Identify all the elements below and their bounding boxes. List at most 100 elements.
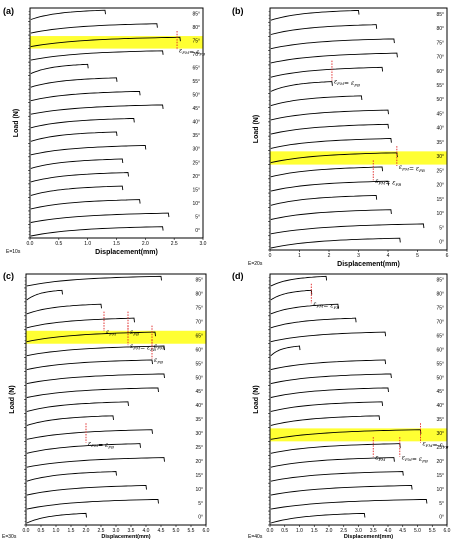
series-line-60deg xyxy=(26,345,165,357)
series-line-55deg xyxy=(270,81,333,92)
x-tick-label: 2.0 xyxy=(326,528,333,534)
x-tick-label: 5.0 xyxy=(173,528,180,534)
x-tick-label: 3.0 xyxy=(355,528,362,534)
series-label: 50° xyxy=(195,375,203,381)
annotation-text: εFB xyxy=(154,357,163,365)
x-tick-label: 1.5 xyxy=(311,528,318,534)
series-line-0deg xyxy=(270,237,401,249)
x-tick-label: 0.5 xyxy=(55,241,62,247)
series-line-85deg xyxy=(270,275,328,287)
annotation-text: εFM= εFB xyxy=(375,178,401,187)
annotation-text: εFM xyxy=(106,329,117,337)
series-label: 15° xyxy=(436,197,444,203)
panel-label: (c) xyxy=(3,271,14,281)
series-line-45deg xyxy=(270,387,389,398)
series-line-65deg xyxy=(270,331,387,343)
series-label: 10° xyxy=(436,211,444,217)
series-line-5deg xyxy=(270,223,425,235)
series-line-40deg xyxy=(270,123,389,135)
x-tick-label: 1.0 xyxy=(53,528,60,534)
y-axis-label: Load (N) xyxy=(253,385,260,413)
series-line-85deg xyxy=(26,275,162,287)
series-label: 55° xyxy=(195,361,203,367)
series-label: 50° xyxy=(192,93,200,99)
x-tick-label: 4.0 xyxy=(143,528,150,534)
panel-3: 85° 80° 75° 70° 65° 60° 55° 50° 45° 40° 35° 30° 25° 2… xyxy=(2,271,210,540)
series-line-5deg xyxy=(30,212,170,223)
annotation-text: εFM= εFB xyxy=(313,301,339,310)
annotation-text: εFM xyxy=(154,343,165,351)
condition-note: E=10s xyxy=(6,249,21,255)
annotation-text: εFM= εFB xyxy=(399,164,425,173)
series-line-60deg xyxy=(270,66,384,78)
panel-label: (a) xyxy=(3,6,14,16)
series-label: 55° xyxy=(192,79,200,85)
series-label: 80° xyxy=(436,292,444,298)
series-line-70deg xyxy=(270,52,398,64)
series-line-10deg xyxy=(30,199,141,210)
series-line-75deg xyxy=(270,303,339,315)
annotation-text: εFM= εFB xyxy=(88,441,114,450)
series-label: 30° xyxy=(436,431,444,437)
series-line-20deg xyxy=(30,172,129,183)
series-line-80deg xyxy=(26,289,63,301)
x-tick-label: 2.0 xyxy=(83,528,90,534)
series-label: 60° xyxy=(195,347,203,353)
x-tick-label: 0.0 xyxy=(267,528,274,534)
series-label: 80° xyxy=(192,25,200,31)
series-label: 75° xyxy=(436,306,444,312)
x-axis-label: Displacement(mm) xyxy=(95,249,158,256)
series-line-30deg xyxy=(26,429,153,440)
panel-4: 85° 80° 75° 70° 65° 60° 55° 50° 45° 40° 35° 30° 25° 2… xyxy=(232,271,451,540)
series-line-30deg xyxy=(270,429,422,440)
series-line-25deg xyxy=(30,158,124,169)
series-line-40deg xyxy=(30,117,135,129)
x-tick-label: 2.0 xyxy=(142,241,149,247)
series-label: 15° xyxy=(436,473,444,479)
series-line-25deg xyxy=(270,443,401,454)
x-axis-label: Displacement(mm) xyxy=(101,534,150,540)
series-line-15deg xyxy=(270,471,404,482)
series-label: 0° xyxy=(439,515,444,521)
series-line-20deg xyxy=(26,457,165,468)
series-label: 10° xyxy=(192,201,200,207)
series-line-85deg xyxy=(270,9,360,21)
x-axis-label: Displacement(mm) xyxy=(337,261,400,268)
series-label: 40° xyxy=(195,403,203,409)
x-tick-label: 5.0 xyxy=(414,528,421,534)
series-line-15deg xyxy=(30,185,124,196)
series-line-40deg xyxy=(270,401,384,412)
series-label: 20° xyxy=(436,459,444,465)
x-tick-label: 5 xyxy=(416,253,419,259)
series-label: 40° xyxy=(192,120,200,126)
series-line-50deg xyxy=(30,90,141,102)
x-tick-label: 4.5 xyxy=(399,528,406,534)
series-line-15deg xyxy=(26,471,117,482)
annotation-text: εFM= εFB xyxy=(130,343,156,352)
series-line-30deg xyxy=(270,152,398,164)
x-tick-label: 2.5 xyxy=(98,528,105,534)
series-label: 85° xyxy=(436,12,444,18)
series-line-5deg xyxy=(270,498,428,510)
series-line-10deg xyxy=(26,485,147,496)
series-line-70deg xyxy=(30,50,164,61)
series-label: 25° xyxy=(192,160,200,166)
highlight-band xyxy=(270,428,447,442)
series-line-75deg xyxy=(270,38,395,50)
panel-1: 85° 80° 75° 70° 65° 55° 50° 45° 40° 35° 30° 25° 20° 1… xyxy=(3,6,207,256)
series-line-50deg xyxy=(270,95,363,107)
panel-2: 85°80°75°70°60°55°50°45°40°35°30°25°20°1… xyxy=(232,6,449,268)
highlight-band xyxy=(26,330,206,344)
x-tick-label: 6.0 xyxy=(203,528,210,534)
x-tick-label: 4.5 xyxy=(158,528,165,534)
series-label: 50° xyxy=(436,375,444,381)
series-line-45deg xyxy=(270,109,389,121)
series-line-25deg xyxy=(26,443,141,454)
x-tick-label: 2.5 xyxy=(340,528,347,534)
plot-frame xyxy=(25,273,207,526)
series-line-65deg xyxy=(26,331,156,343)
series-label: 85° xyxy=(436,278,444,284)
x-tick-label: 0 xyxy=(269,253,272,259)
series-line-20deg xyxy=(270,457,395,468)
x-tick-label: 4 xyxy=(387,253,390,259)
